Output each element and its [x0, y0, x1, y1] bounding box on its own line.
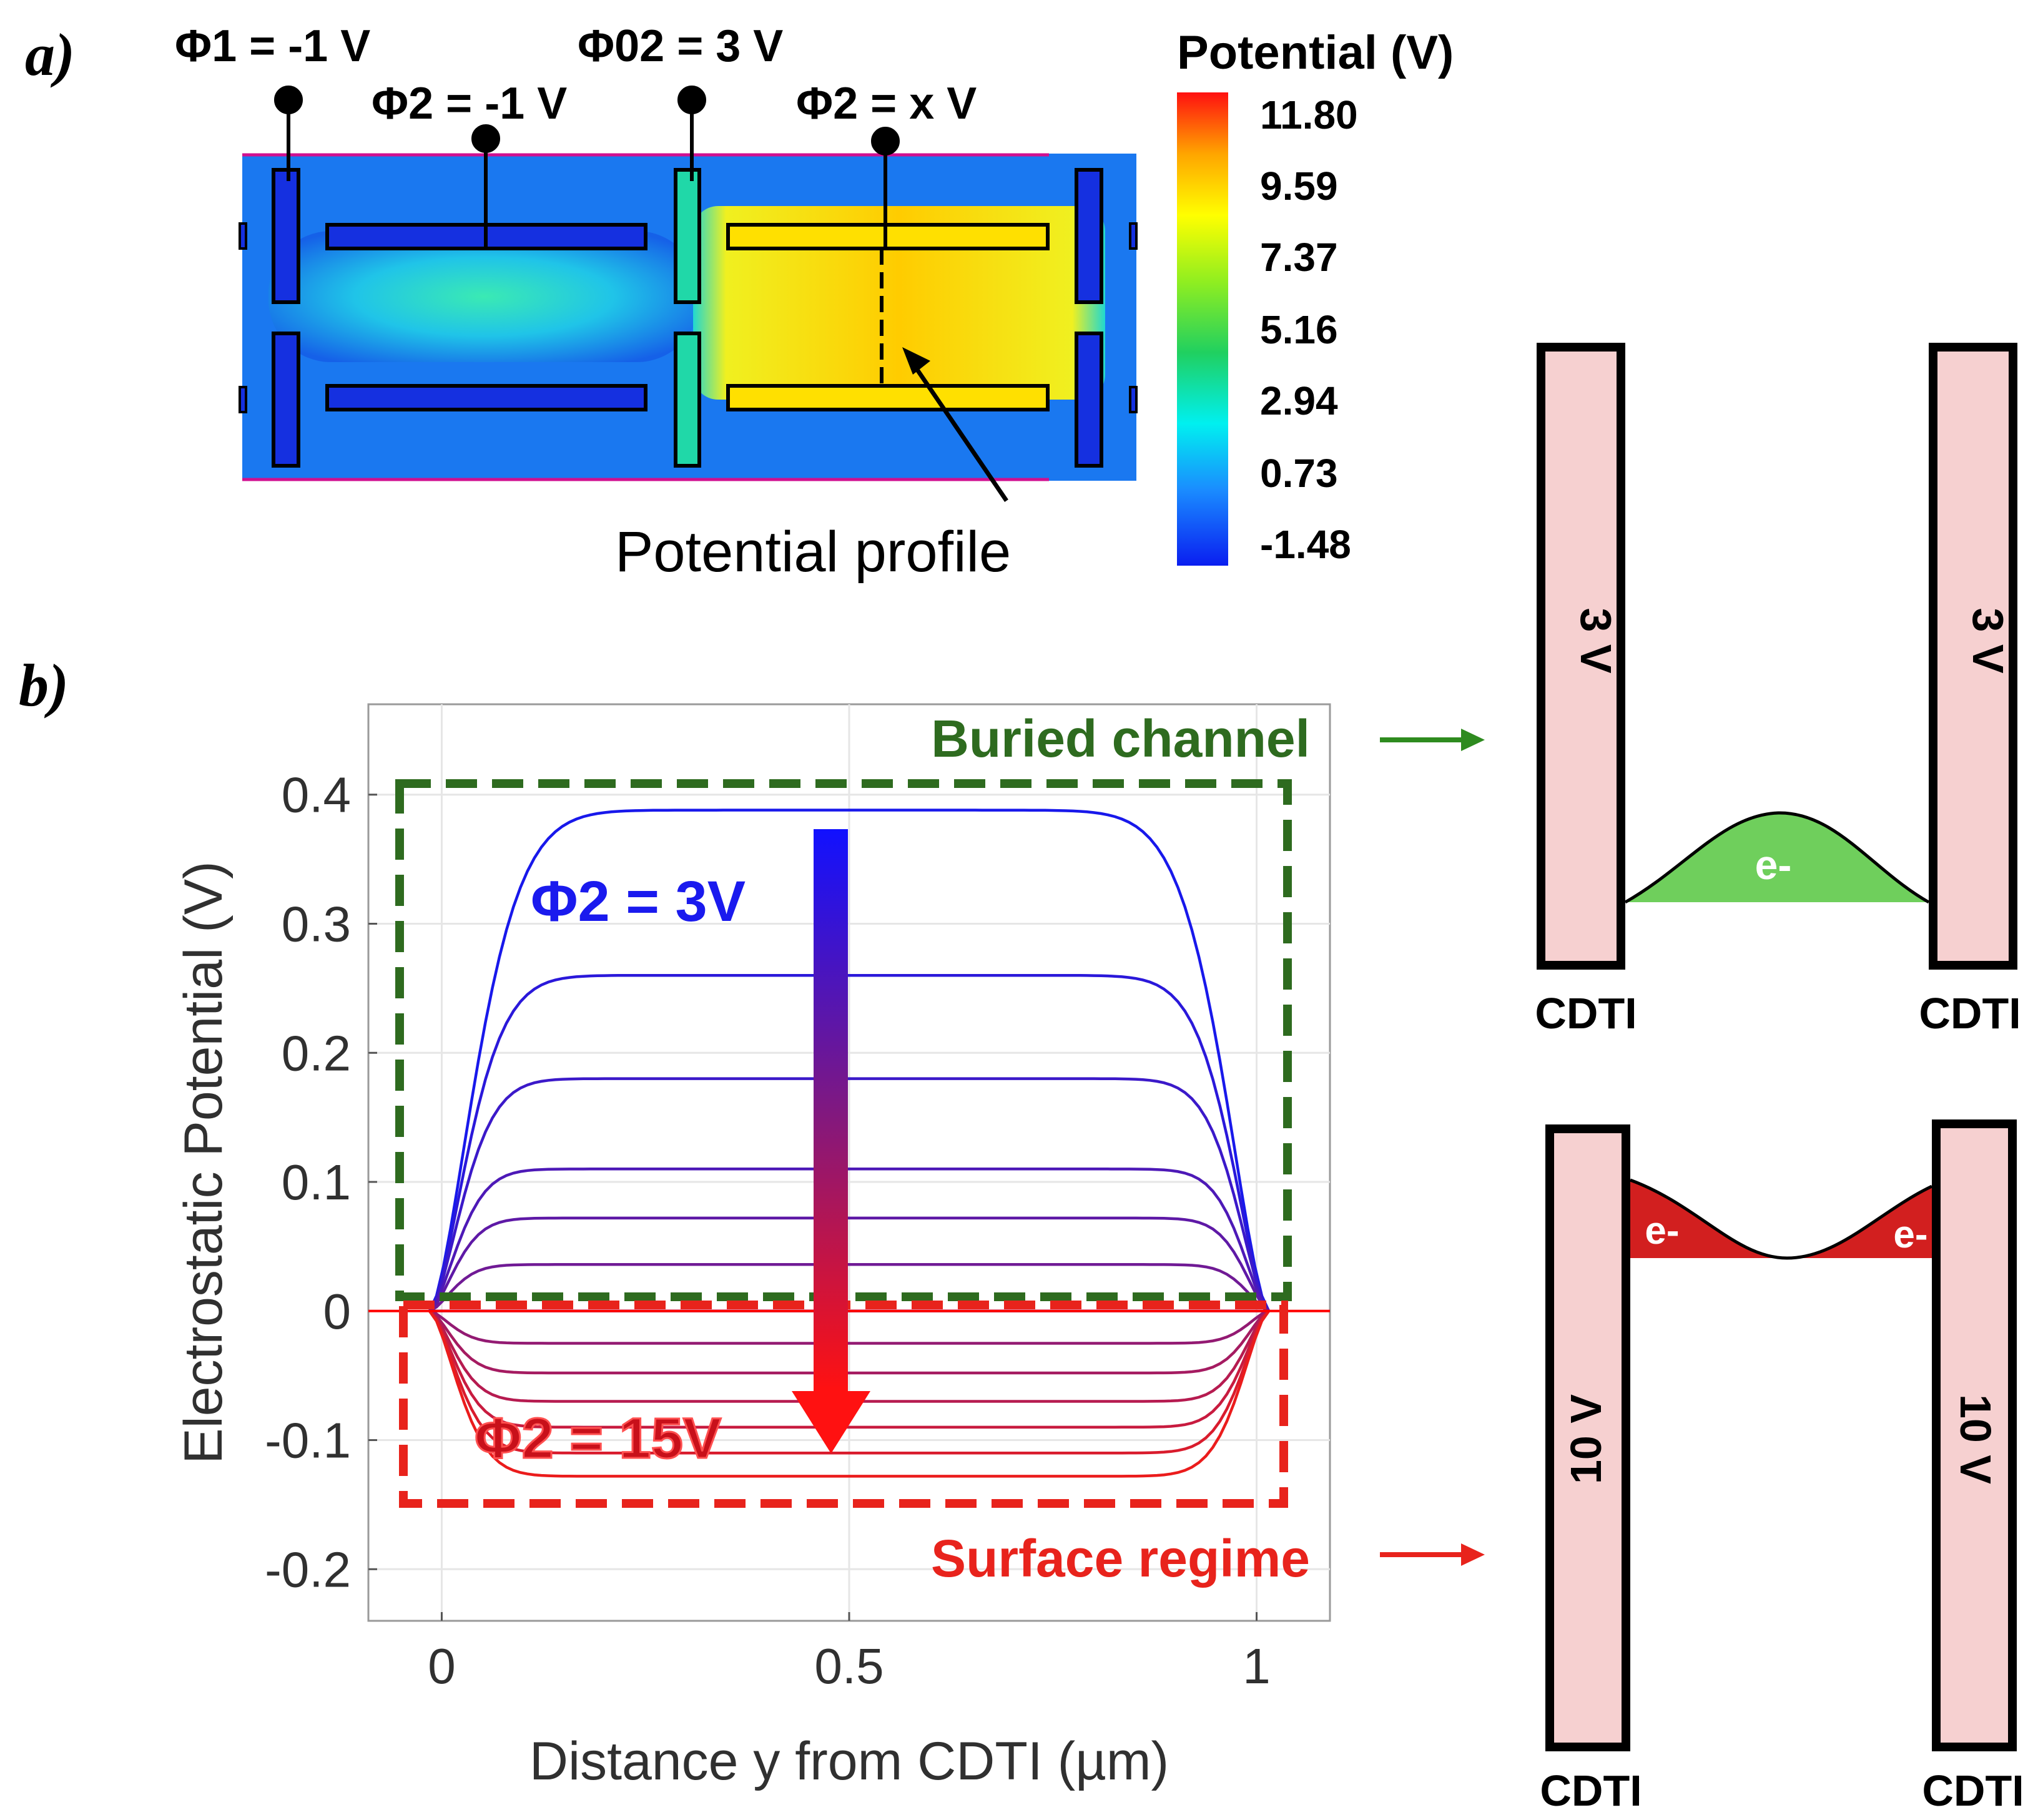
gate-edge-right-top [1129, 222, 1138, 250]
potential-curve [428, 1263, 1270, 1312]
potential-curve [428, 973, 1271, 1312]
potential-curve [428, 809, 1271, 1312]
y-tick-label: 0.3 [282, 896, 351, 952]
colorbar-title: Potential (V) [1177, 26, 1454, 79]
colorbar-tick: 11.80 [1260, 92, 1358, 137]
gate-edge-left-bottom [239, 386, 247, 413]
label-phi1: Φ1 = -1 V [175, 21, 370, 71]
y-tick-label: -0.1 [265, 1413, 351, 1468]
gate-right-top [1075, 168, 1103, 304]
plot-area: 0 0.5 1 0.40.30.20.10-0.1-0.2 [265, 703, 1331, 1694]
panel-a-label: a) [25, 21, 75, 88]
surface-potential-curve [1630, 1178, 1933, 1260]
colorbar-tick: -1.48 [1260, 522, 1351, 567]
label-phi2-left: Φ2 = -1 V [372, 79, 567, 129]
x-tick-label: 0.5 [814, 1638, 884, 1694]
potential-curve [428, 1077, 1271, 1312]
carrier-label: e- [1755, 842, 1792, 888]
cdti-label-right: CDTI [1919, 989, 2021, 1038]
buried-channel-label: Buried channel [931, 709, 1310, 768]
gate-right-bottom [1075, 332, 1103, 468]
cdti-label-left: CDTI [1540, 1766, 1642, 1815]
y-tick-label: 0.4 [282, 767, 351, 823]
channel-left-field [268, 231, 699, 362]
potential-curve [428, 1310, 1270, 1478]
x-tick-label: 1 [1243, 1638, 1271, 1694]
cdti-wall-right [1929, 343, 2017, 970]
y-ticks: 0.4 0.3 0.2 0.1 0 -0.1 -0.2 [265, 767, 377, 1597]
panel-b: b) 0 0.5 1 0.40.30.20.10-0.1-0.2 Distance … [19, 652, 1485, 1791]
arrow-to-top-schematic [1380, 729, 1485, 751]
potential-curve [428, 1216, 1270, 1312]
cdti-wall-left [1545, 1124, 1630, 1751]
x-tick-label: 0 [428, 1638, 456, 1694]
carrier-label-left: e- [1645, 1209, 1679, 1252]
cdti-wall-right [1932, 1119, 2017, 1751]
gate-phi02-bottom [674, 332, 701, 468]
potential-curve [428, 1309, 1270, 1375]
label-phi2-right: Φ2 = x V [796, 79, 977, 129]
gate-phi2-right-top [726, 223, 1050, 250]
device-cross-section [239, 153, 1138, 481]
gate-phi2-left-bottom [325, 384, 647, 411]
gate-edge-right-bottom [1129, 386, 1138, 413]
colorbar-tick: 7.37 [1260, 235, 1338, 280]
profile-label: Potential profile [615, 520, 1011, 584]
cdti-wall-left [1537, 343, 1625, 970]
gate-edge-left-top [239, 222, 247, 250]
schematic-surface: e- e- 10 V 10 V CDTI CDTI [1540, 1119, 2024, 1815]
buried-channel-box [395, 779, 1292, 1301]
colorbar-tick: 0.73 [1260, 451, 1338, 496]
schematic-buried: e- 3 V 3 V CDTI CDTI [1535, 343, 2021, 1038]
label-phi02: Φ02 = 3 V [578, 21, 783, 71]
colorbar-gradient [1177, 92, 1228, 566]
arrow-bottom-label: Φ2 = 15V [475, 1407, 721, 1470]
gate-phi2-right-bottom [726, 384, 1050, 411]
surface-potential-well [1630, 1180, 1932, 1258]
potential-curve [428, 1168, 1270, 1312]
arrow-top-label: Φ2 = 3V [531, 870, 746, 933]
panel-a: a) [25, 21, 1454, 584]
y-tick-label: 0.2 [282, 1025, 351, 1081]
wall-voltage-left: 10 V [1562, 1394, 1610, 1484]
gate-phi02-top [674, 168, 701, 304]
x-ticks: 0 0.5 1 [428, 1612, 1271, 1694]
potential-curve [428, 1310, 1270, 1429]
potential-curve [429, 1309, 1269, 1345]
y-tick-label: 0 [323, 1284, 352, 1339]
y-axis-label: Electrostatic Potential (V) [174, 861, 234, 1463]
colorbar-tick: 9.59 [1260, 164, 1338, 209]
potential-curve [428, 1310, 1270, 1455]
panel-b-label: b) [19, 652, 69, 719]
x-axis-label: Distance y from CDTI (µm) [529, 1731, 1169, 1791]
cdti-label-left: CDTI [1535, 989, 1637, 1038]
wall-voltage-left: 3 V [1572, 607, 1620, 673]
curves [428, 809, 1271, 1478]
gate-phi1-top [272, 168, 300, 304]
gate-phi1-bottom [272, 332, 300, 468]
buried-potential-curve [1624, 811, 1930, 904]
profile-arrow [902, 347, 1008, 502]
cdti-label-right: CDTI [1922, 1766, 2024, 1815]
buried-potential-well [1625, 812, 1929, 902]
surface-regime-label: Surface regime [931, 1529, 1310, 1588]
y-tick-label: -0.2 [265, 1542, 351, 1597]
colorbar: Potential (V) 11.80 9.59 7.37 5.16 2.94 … [1177, 26, 1454, 567]
wall-voltage-right: 3 V [1964, 607, 2012, 673]
gate-connectors [274, 86, 900, 247]
y-tick-label: 0.1 [282, 1154, 351, 1210]
colorbar-tick: 5.16 [1260, 307, 1338, 352]
colorbar-tick: 2.94 [1260, 378, 1338, 423]
channel-right-field [693, 206, 1105, 400]
sweep-arrow [792, 829, 870, 1454]
arrow-to-bottom-schematic [1380, 1543, 1485, 1566]
carrier-label-right: e- [1893, 1213, 1927, 1256]
wall-voltage-right: 10 V [1951, 1394, 2000, 1484]
